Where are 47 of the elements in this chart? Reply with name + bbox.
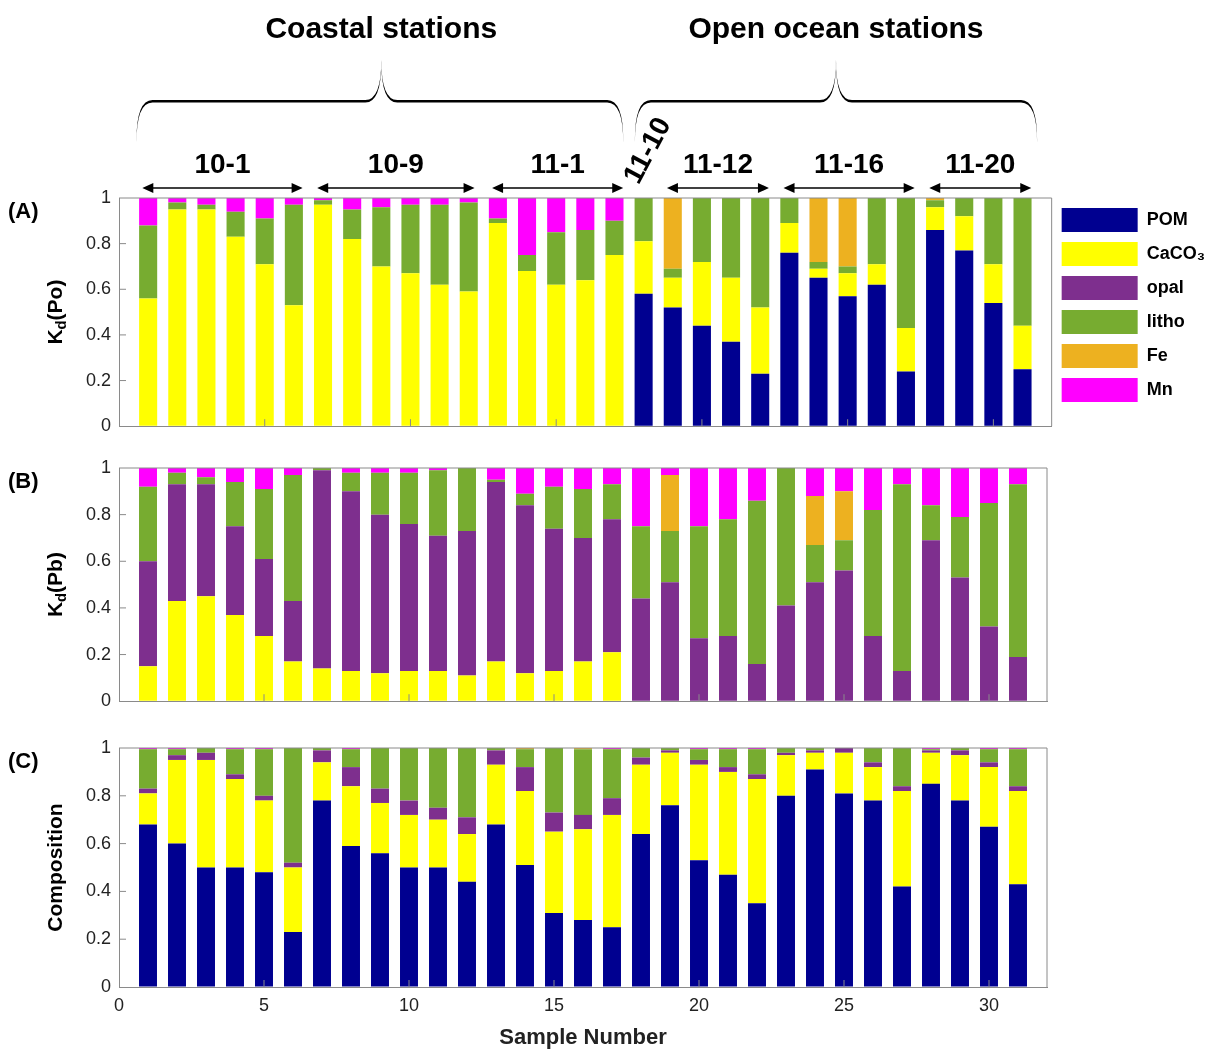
- y-tick-label: 1: [100, 456, 111, 477]
- y-axis-title: Composition: [42, 803, 66, 932]
- text: (B): [8, 468, 39, 494]
- text: 10-9: [367, 147, 424, 179]
- x-tick-label: 30: [978, 994, 1000, 1015]
- x-tick-label: 15: [543, 994, 565, 1015]
- legend-label: Fe: [1146, 344, 1168, 365]
- y-tick-label: 0: [100, 690, 111, 711]
- y-tick-label: 0.4: [85, 323, 111, 344]
- y-tick-label: 0.2: [85, 928, 111, 949]
- legend-label: Mn: [1146, 378, 1173, 399]
- y-tick-label: 0.2: [85, 643, 111, 664]
- text: Open ocean stations: [688, 10, 984, 44]
- y-tick-label: 0: [100, 415, 111, 436]
- y-tick-label: 0.6: [85, 832, 111, 853]
- text: 11-12: [682, 147, 753, 179]
- y-tick-label: 0.6: [85, 278, 111, 299]
- x-tick-label: 5: [258, 994, 270, 1015]
- x-tick-label: 25: [833, 994, 855, 1015]
- y-axis-title: Kd(Po): [42, 279, 70, 345]
- text: Coastal stations: [265, 10, 498, 44]
- text: 11-10: [616, 111, 677, 189]
- y-tick-label: 0.6: [85, 550, 111, 571]
- text: 11-1: [530, 147, 585, 179]
- text: (C): [8, 748, 39, 774]
- legend-label: CaCO₃: [1146, 242, 1206, 263]
- y-tick-label: 0: [100, 975, 111, 996]
- y-axis-title: Kd(Pb): [42, 552, 70, 618]
- y-tick-label: 0.8: [85, 503, 111, 524]
- legend-label: opal: [1146, 276, 1184, 297]
- x-tick-label: 20: [688, 994, 710, 1015]
- text: 11-20: [945, 147, 1016, 179]
- y-tick-label: 0.4: [85, 880, 111, 901]
- x-tick-label: 10: [398, 994, 420, 1015]
- legend-label: POM: [1146, 208, 1188, 229]
- y-tick-label: 0.2: [85, 369, 111, 390]
- x-tick-label: 0: [113, 994, 125, 1015]
- legend-label: litho: [1146, 310, 1185, 331]
- y-tick-label: 1: [100, 736, 111, 757]
- y-tick-label: 0.4: [85, 596, 111, 617]
- text: 11-16: [814, 147, 885, 179]
- y-tick-label: 0.8: [85, 232, 111, 253]
- text: (A): [8, 198, 39, 224]
- text: 10-1: [194, 147, 251, 179]
- y-tick-label: 1: [100, 186, 111, 207]
- y-tick-label: 0.8: [85, 784, 111, 805]
- x-axis-title: Sample Number: [499, 1023, 668, 1049]
